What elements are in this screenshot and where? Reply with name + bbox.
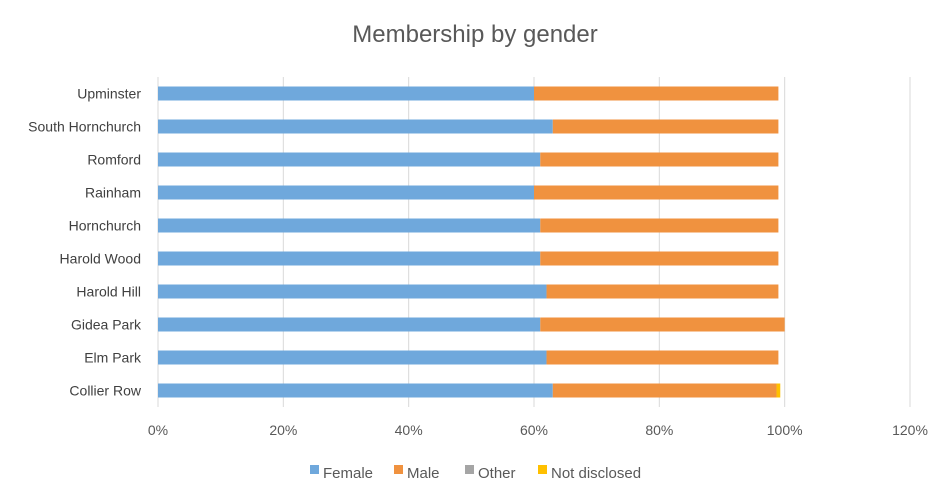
category-label: Harold Wood bbox=[60, 251, 141, 267]
bar-segment-male bbox=[546, 284, 779, 299]
bars bbox=[158, 86, 785, 398]
category-label: Harold Hill bbox=[76, 284, 141, 300]
legend: Female Male Other Not disclosed bbox=[310, 465, 641, 482]
category-label: Hornchurch bbox=[69, 218, 141, 234]
bar-segment-not-disclosed bbox=[776, 383, 781, 398]
bar-segment-female bbox=[158, 152, 541, 167]
legend-label: Male bbox=[407, 465, 440, 482]
bar-segment-male bbox=[534, 185, 779, 200]
x-tick-label: 60% bbox=[520, 422, 548, 438]
category-label: Rainham bbox=[85, 185, 141, 201]
legend-swatch bbox=[538, 465, 547, 474]
legend-swatch bbox=[394, 465, 403, 474]
x-tick-label: 20% bbox=[269, 422, 297, 438]
category-label: Romford bbox=[87, 152, 141, 168]
bar-segment-female bbox=[158, 218, 541, 233]
bar-segment-female bbox=[158, 185, 534, 200]
bar-segment-male bbox=[552, 383, 777, 398]
bar-segment-male bbox=[552, 119, 779, 134]
bar-segment-male bbox=[540, 317, 785, 332]
bar-segment-female bbox=[158, 284, 547, 299]
legend-swatch bbox=[465, 465, 474, 474]
category-labels: Upminster South Hornchurch Romford Rainham H… bbox=[28, 86, 142, 399]
bar-segment-male bbox=[540, 152, 779, 167]
category-label: South Hornchurch bbox=[28, 119, 141, 135]
bar-segment-male bbox=[546, 350, 779, 365]
bar-segment-female bbox=[158, 317, 541, 332]
legend-label: Not disclosed bbox=[551, 465, 641, 482]
bar-segment-female bbox=[158, 350, 547, 365]
legend-label: Other bbox=[478, 465, 516, 482]
x-tick-label: 80% bbox=[645, 422, 673, 438]
bar-segment-female bbox=[158, 86, 534, 101]
x-tick-label: 120% bbox=[892, 422, 928, 438]
bar-segment-male bbox=[534, 86, 779, 101]
x-tick-label: 0% bbox=[148, 422, 168, 438]
x-axis-tick-labels: 0% 20% 40% 60% 80% 100% 120% bbox=[148, 422, 928, 438]
bar-segment-female bbox=[158, 383, 553, 398]
chart-title: Membership by gender bbox=[352, 21, 597, 48]
bar-segment-male bbox=[540, 218, 779, 233]
bar-segment-female bbox=[158, 119, 553, 134]
x-tick-label: 40% bbox=[395, 422, 423, 438]
x-tick-label: 100% bbox=[767, 422, 803, 438]
category-label: Upminster bbox=[77, 86, 141, 102]
bar-segment-male bbox=[540, 251, 779, 266]
legend-swatch bbox=[310, 465, 319, 474]
legend-label: Female bbox=[323, 465, 373, 482]
category-label: Elm Park bbox=[84, 350, 142, 366]
category-label: Collier Row bbox=[69, 383, 141, 399]
bar-segment-female bbox=[158, 251, 541, 266]
category-label: Gidea Park bbox=[71, 317, 142, 333]
